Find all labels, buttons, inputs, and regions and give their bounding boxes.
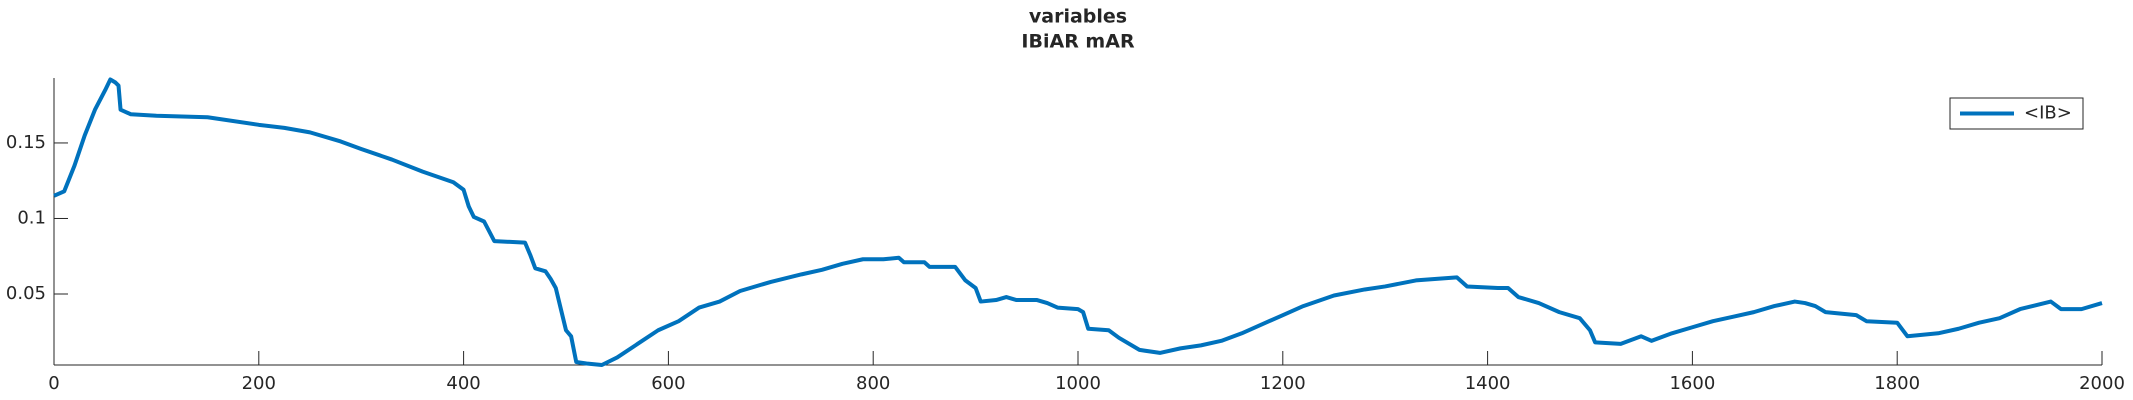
x-tick-label: 1000 <box>1055 373 1101 394</box>
chart-subtitle: IBiAR mAR <box>1021 31 1135 53</box>
x-tick-label: 0 <box>48 373 59 394</box>
x-tick-label: 800 <box>856 373 890 394</box>
x-tick-label: 600 <box>651 373 685 394</box>
x-tick-label: 200 <box>242 373 276 394</box>
chart-title: variables <box>1029 6 1127 28</box>
data-line <box>53 77 2103 367</box>
y-tick-label: 0.05 <box>6 283 46 304</box>
x-tick-label: 1800 <box>1874 373 1920 394</box>
x-tick-label: 1400 <box>1465 373 1511 394</box>
y-tick-label: 0.1 <box>17 207 46 228</box>
x-tick-label: 400 <box>446 373 480 394</box>
legend-label: <IB> <box>2024 103 2072 124</box>
y-tick-label: 0.15 <box>6 132 46 153</box>
x-tick-label: 2000 <box>2079 373 2125 394</box>
x-tick-label: 1600 <box>1669 373 1715 394</box>
x-tick-label: 1200 <box>1260 373 1306 394</box>
